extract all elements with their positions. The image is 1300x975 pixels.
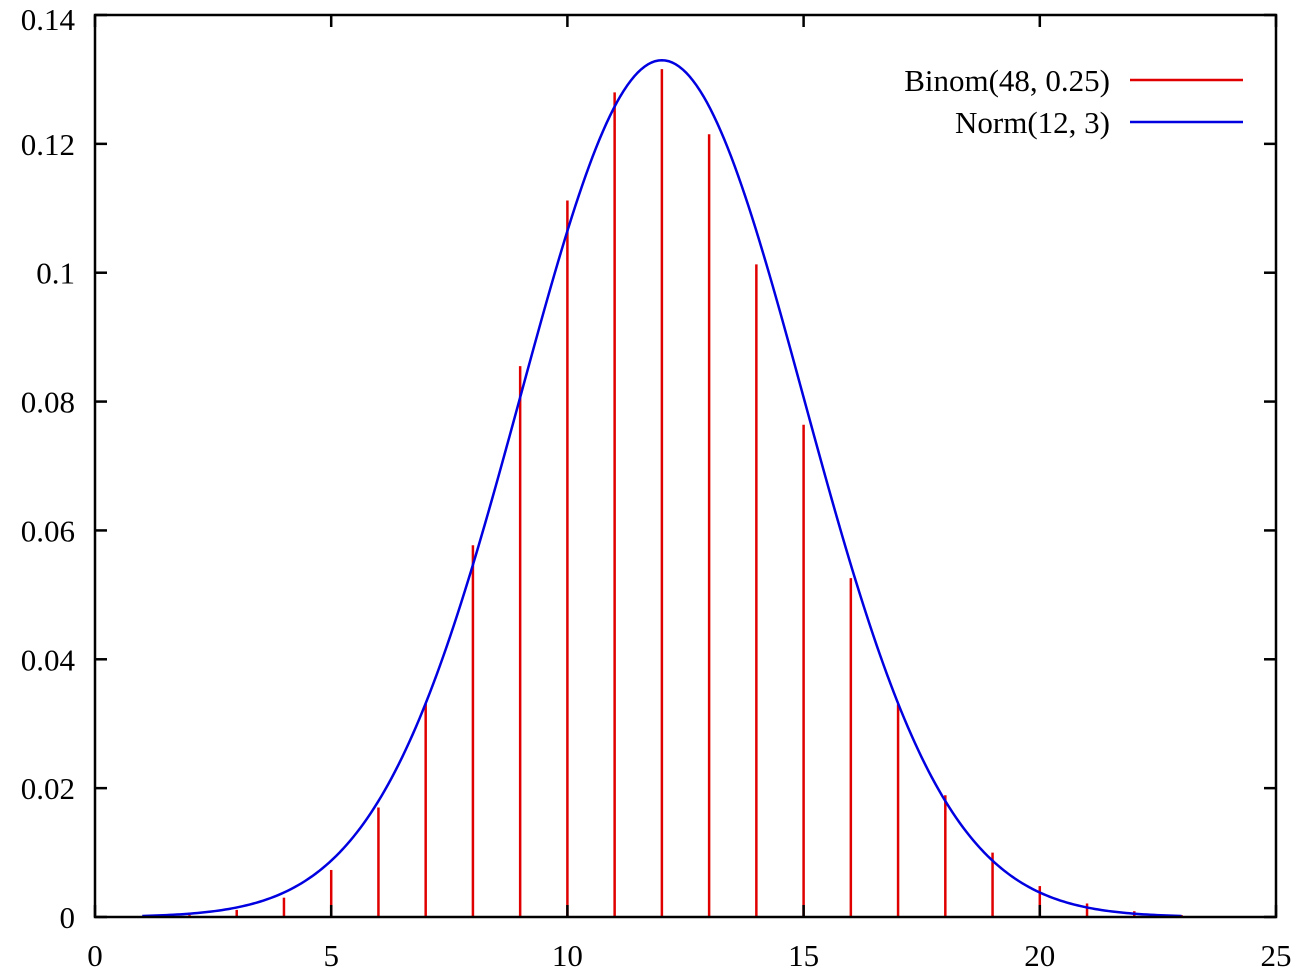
y-tick-label: 0.06 xyxy=(21,513,75,548)
y-tick-label: 0.02 xyxy=(21,771,75,806)
binom-impulses xyxy=(140,69,1183,917)
y-tick-label: 0.08 xyxy=(21,385,75,420)
y-tick-label: 0.04 xyxy=(21,642,76,677)
y-tick-labels: 0 0.02 0.04 0.06 0.08 0.1 0.12 0.14 xyxy=(21,2,76,935)
x-tick-label: 15 xyxy=(788,938,819,973)
norm-curve xyxy=(142,58,1182,918)
plot-frame xyxy=(93,13,1278,919)
x-tick-label: 0 xyxy=(87,938,103,973)
y-tick-label: 0.12 xyxy=(21,127,75,162)
x-tick-label: 25 xyxy=(1261,938,1292,973)
y-tick-label: 0.14 xyxy=(21,2,76,37)
axis-ticks xyxy=(93,13,1278,919)
legend-label: Norm(12, 3) xyxy=(955,105,1110,140)
x-tick-labels: 0 5 10 15 20 25 xyxy=(87,938,1291,973)
y-tick-label: 0 xyxy=(60,900,76,935)
x-tick-label: 5 xyxy=(323,938,339,973)
x-tick-label: 10 xyxy=(552,938,583,973)
y-tick-label: 0.1 xyxy=(36,256,75,291)
x-tick-label: 20 xyxy=(1024,938,1055,973)
legend: Binom(48, 0.25) Norm(12, 3) xyxy=(904,63,1243,140)
legend-label: Binom(48, 0.25) xyxy=(904,63,1110,98)
